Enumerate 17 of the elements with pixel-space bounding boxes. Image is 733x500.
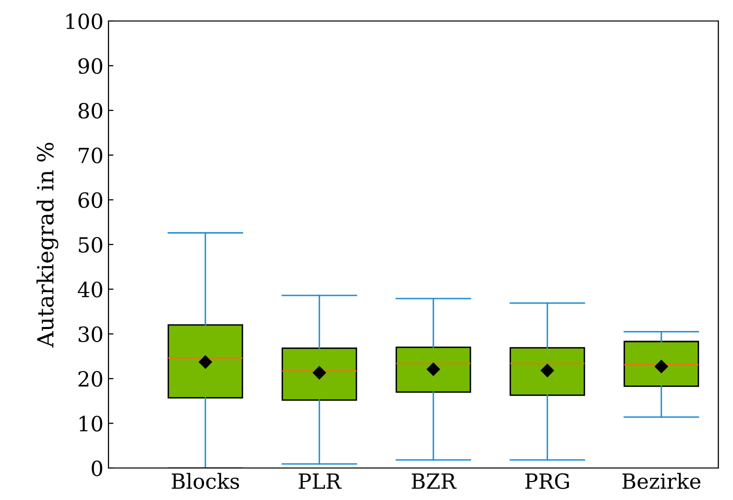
y-tick-label: 60 xyxy=(78,192,102,208)
x-tick-label: PRG xyxy=(525,473,569,489)
y-tick-label: 10 xyxy=(80,416,102,432)
y-tick-label: 40 xyxy=(78,282,102,298)
y-tick-label: 100 xyxy=(66,13,102,30)
x-tick-label: Blocks xyxy=(172,472,240,489)
y-tick-label: 70 xyxy=(78,148,102,164)
y-tick-label: 0 xyxy=(92,460,102,476)
y-tick-label: 90 xyxy=(78,58,102,74)
y-tick-label: 50 xyxy=(78,236,102,253)
y-tick-label: 30 xyxy=(78,326,102,342)
x-tick-label: PLR xyxy=(298,474,342,489)
x-tick-label: BZR xyxy=(412,474,457,489)
y-axis-title: Autarkiegrad in % xyxy=(36,142,58,348)
y-tick-label: 80 xyxy=(78,102,102,119)
y-tick-label: 20 xyxy=(78,371,102,387)
x-tick-label: Bezirke xyxy=(622,472,700,489)
